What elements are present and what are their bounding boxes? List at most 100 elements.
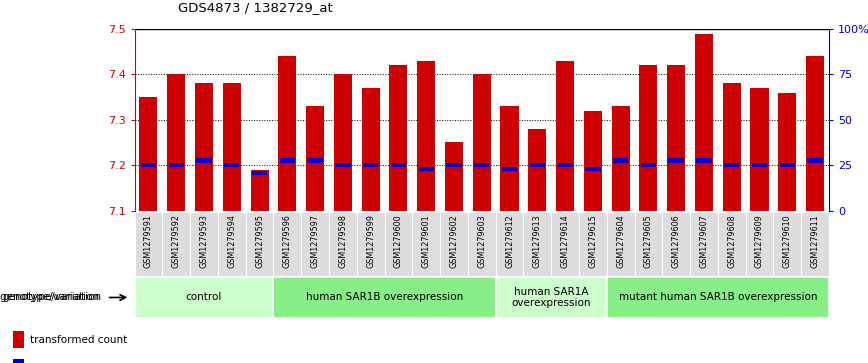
Bar [529,129,546,211]
Bar [718,212,746,276]
Text: GSM1279609: GSM1279609 [755,214,764,268]
Bar [502,167,517,171]
Bar [224,163,240,167]
Text: genotype/variation: genotype/variation [0,293,102,302]
Text: GSM1279602: GSM1279602 [450,214,458,268]
Bar [667,65,685,211]
Bar [557,163,573,167]
Bar [751,88,768,211]
Text: GSM1279607: GSM1279607 [700,214,708,268]
Bar [196,158,212,163]
Bar [801,212,829,276]
Bar [168,163,184,167]
Text: GSM1279612: GSM1279612 [505,214,514,268]
Bar [779,163,795,167]
Text: GSM1279613: GSM1279613 [533,214,542,268]
Bar [523,212,551,276]
Text: GDS4873 / 1382729_at: GDS4873 / 1382729_at [178,1,332,15]
Bar [501,106,518,211]
Bar [162,212,190,276]
Bar [418,61,435,211]
Text: GSM1279596: GSM1279596 [283,214,292,268]
Bar [529,163,545,167]
Bar [474,163,490,167]
Text: GSM1279594: GSM1279594 [227,214,236,268]
Bar [273,212,301,276]
Text: genotype/variation: genotype/variation [3,293,102,302]
Text: human SAR1A
overexpression: human SAR1A overexpression [511,287,591,308]
Bar [613,158,628,163]
Bar [724,163,740,167]
Text: GSM1279611: GSM1279611 [811,214,819,268]
Bar [662,212,690,276]
Bar [468,212,496,276]
Bar [807,158,823,163]
Bar [779,93,796,211]
Text: GSM1279601: GSM1279601 [422,214,431,268]
Text: GSM1279593: GSM1279593 [200,214,208,268]
Bar [696,158,712,163]
Bar [190,212,218,276]
Bar [668,158,684,163]
Bar [723,83,740,211]
Bar [640,65,657,211]
Bar [195,83,213,211]
Bar [357,212,385,276]
Bar [251,170,268,211]
Bar [14,331,24,348]
Bar [446,163,462,167]
Bar [135,277,273,318]
Text: GSM1279595: GSM1279595 [255,214,264,268]
Text: GSM1279591: GSM1279591 [144,214,153,268]
Bar [14,359,24,363]
Bar [363,163,378,167]
Bar [335,163,351,167]
Bar [385,212,412,276]
Bar [362,88,379,211]
Bar [806,56,824,211]
Bar [695,33,713,211]
Text: GSM1279597: GSM1279597 [311,214,319,268]
Bar [140,97,157,211]
Text: GSM1279603: GSM1279603 [477,214,486,268]
Bar [168,74,185,211]
Bar [418,167,434,171]
Text: transformed count: transformed count [30,335,128,345]
Bar [579,212,607,276]
Bar [556,61,574,211]
Bar [635,212,662,276]
Bar [584,111,602,211]
Text: GSM1279614: GSM1279614 [561,214,569,268]
Bar [412,212,440,276]
Bar [585,167,601,171]
Bar [329,212,357,276]
Bar [279,56,296,211]
Bar [135,212,162,276]
Bar [473,74,490,211]
Bar [252,171,267,175]
Bar [440,212,468,276]
Text: mutant human SAR1B overexpression: mutant human SAR1B overexpression [619,293,817,302]
Bar [141,163,156,167]
Bar [551,212,579,276]
Bar [334,74,352,211]
Bar [496,212,523,276]
Text: human SAR1B overexpression: human SAR1B overexpression [306,293,464,302]
Text: GSM1279615: GSM1279615 [589,214,597,268]
Text: GSM1279598: GSM1279598 [339,214,347,268]
Bar [612,106,629,211]
Text: GSM1279604: GSM1279604 [616,214,625,268]
Text: control: control [186,293,222,302]
Bar [773,212,801,276]
Bar [390,65,407,211]
Bar [306,106,324,211]
Bar [223,83,240,211]
Bar [279,158,295,163]
Bar [218,212,246,276]
Bar [301,212,329,276]
Bar [445,142,463,211]
Text: GSM1279608: GSM1279608 [727,214,736,268]
Bar [746,212,773,276]
Text: GSM1279605: GSM1279605 [644,214,653,268]
Bar [607,277,829,318]
